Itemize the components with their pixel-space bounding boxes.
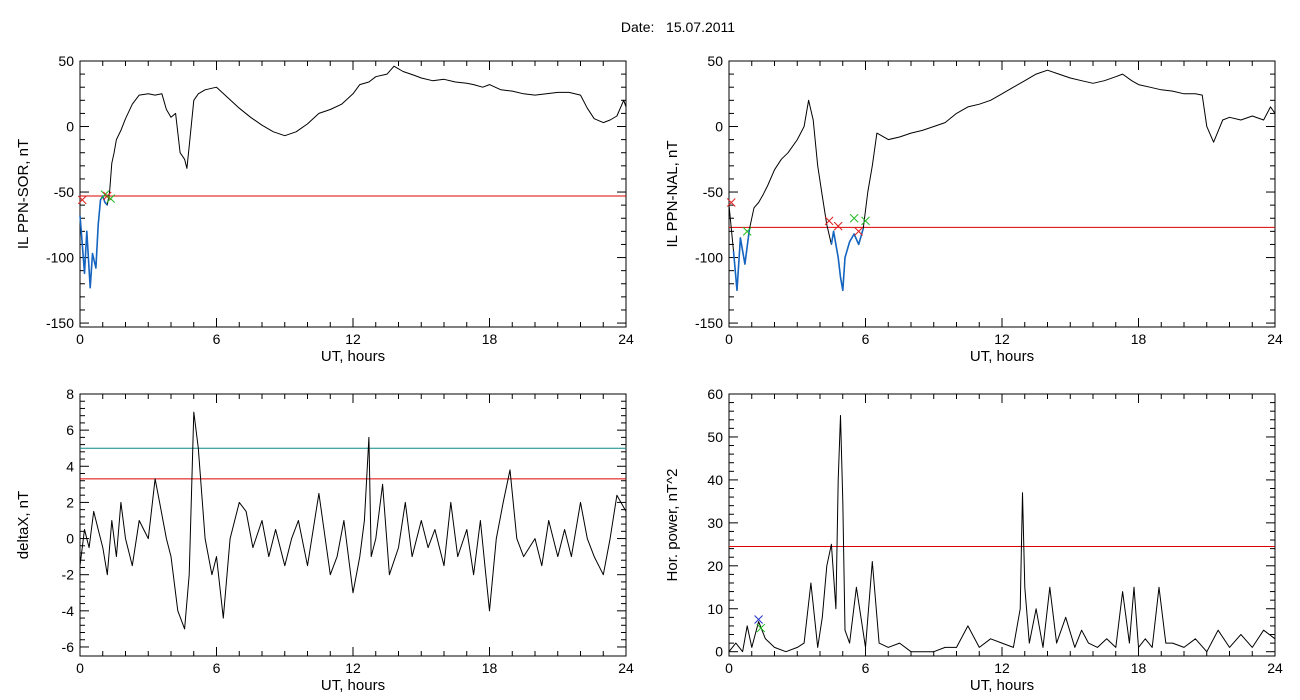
x-axis-label: UT, hours (321, 348, 385, 365)
cross-marker-stroke (742, 226, 752, 236)
y-tick-label: 4 (66, 458, 74, 474)
y-tick-label: 8 (66, 386, 74, 402)
page-title: Date: 15.07.2011 (0, 19, 1300, 35)
x-tick-label: 24 (1267, 660, 1283, 676)
plot-frame (79, 60, 627, 328)
y-tick-label: -50 (703, 184, 723, 200)
data-trace (728, 69, 1276, 291)
y-tick-label: -50 (54, 184, 74, 200)
y-tick-label: 50 (707, 429, 723, 445)
cross-marker-stroke (824, 216, 834, 226)
y-tick-label: 40 (707, 472, 723, 488)
x-tick-label: 6 (213, 331, 221, 347)
below-threshold-trace (79, 195, 108, 289)
y-tick-label: 0 (66, 119, 74, 135)
panel-hor-power: 0 6 12 18 24 0 10 20 30 40 50 60 UT, hours Hor. power… (664, 386, 1283, 694)
cross-marker-stroke (106, 194, 116, 203)
y-tick-label: -100 (695, 250, 723, 266)
y-tick-label: -150 (46, 315, 74, 331)
cross-marker-stroke (861, 216, 870, 226)
plot-frame (79, 393, 627, 657)
x-tick-label: 6 (862, 660, 870, 676)
y-tick-label: -100 (46, 250, 74, 266)
panel-il-nal: 0 6 12 18 24 -150 -100 -50 0 50 UT, hours IL PPN-NA… (664, 53, 1283, 365)
x-tick-label: 18 (482, 331, 498, 347)
x-tick-label: 0 (76, 660, 84, 676)
y-tick-label: -2 (62, 567, 75, 583)
y-tick-label: 6 (66, 422, 74, 438)
y-tick-label: 50 (707, 53, 723, 69)
y-tick-label: 0 (715, 644, 723, 660)
x-tick-label: 24 (618, 331, 634, 347)
cross-marker-stroke (77, 195, 87, 205)
x-axis-label: UT, hours (970, 348, 1034, 365)
cross-marker (833, 221, 843, 231)
x-tick-label: 6 (213, 660, 221, 676)
y-tick-label: -4 (62, 603, 75, 619)
cross-marker (756, 623, 766, 633)
data-trace (728, 415, 1276, 653)
cross-marker-stroke (854, 226, 864, 236)
y-tick-label: 0 (66, 531, 74, 547)
x-tick-label: 12 (345, 660, 361, 676)
y-tick-label: 0 (715, 119, 723, 135)
x-tick-label: 0 (725, 660, 733, 676)
x-tick-label: 24 (1267, 331, 1283, 347)
y-tick-label: 2 (66, 494, 74, 510)
below-threshold-trace (732, 228, 751, 292)
x-tick-label: 24 (618, 660, 634, 676)
x-tick-label: 12 (994, 660, 1010, 676)
cross-marker (849, 213, 859, 223)
panel-il-sor: 0 6 12 18 24 -150 -100 -50 0 50 UT, hours IL PPN-SO… (15, 53, 634, 365)
x-tick-label: 18 (1131, 660, 1147, 676)
y-axis-label: deltaX, nT (15, 491, 32, 559)
y-axis-label: IL PPN-SOR, nT (15, 139, 32, 249)
x-tick-label: 18 (482, 660, 498, 676)
y-tick-label: -150 (695, 315, 723, 331)
cross-marker (77, 195, 87, 205)
y-tick-label: 20 (707, 558, 723, 574)
cross-marker-stroke (754, 615, 763, 624)
date-value: 15.07.2011 (666, 19, 736, 35)
cross-marker (742, 226, 752, 236)
data-trace (79, 65, 627, 289)
cross-marker (854, 226, 864, 236)
y-tick-label: 10 (707, 601, 723, 617)
y-tick-label: 50 (58, 53, 74, 69)
cross-marker (100, 190, 110, 200)
cross-marker (106, 194, 116, 203)
cross-marker (824, 216, 834, 226)
x-axis-label: UT, hours (970, 677, 1034, 694)
y-tick-label: 60 (707, 386, 723, 402)
cross-marker-stroke (102, 191, 112, 201)
cross-marker-stroke (833, 221, 843, 231)
x-tick-label: 6 (862, 331, 870, 347)
x-tick-label: 12 (345, 331, 361, 347)
cross-marker (861, 216, 870, 226)
cross-marker-stroke (849, 213, 859, 223)
y-axis-label: IL PPN-NAL, nT (664, 141, 681, 248)
plot-frame (728, 393, 1276, 657)
cross-marker (726, 198, 736, 207)
x-tick-label: 0 (725, 331, 733, 347)
cross-marker (754, 615, 763, 624)
y-tick-label: -6 (62, 639, 75, 655)
x-axis-label: UT, hours (321, 677, 385, 694)
x-tick-label: 12 (994, 331, 1010, 347)
data-trace (79, 411, 627, 630)
date-label: Date: (620, 19, 655, 35)
cross-marker-stroke (100, 190, 110, 200)
cross-marker-stroke (726, 198, 736, 207)
x-tick-label: 0 (76, 331, 84, 347)
plot-frame (728, 60, 1276, 328)
below-threshold-trace (830, 228, 864, 292)
cross-marker-stroke (756, 623, 766, 633)
y-axis-label: Hor. power, nT^2 (664, 469, 681, 582)
y-tick-label: 30 (707, 515, 723, 531)
x-tick-label: 18 (1131, 331, 1147, 347)
